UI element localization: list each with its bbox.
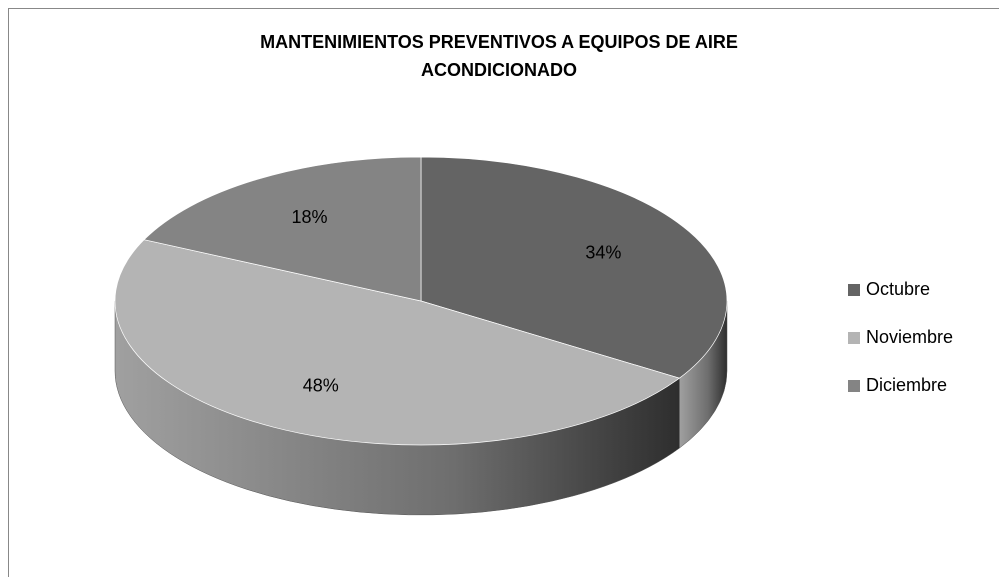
pie-slice [420, 156, 728, 379]
pie-slice [143, 156, 422, 302]
data-label: 48% [303, 376, 339, 396]
legend-swatch [848, 332, 860, 344]
chart-border [8, 8, 999, 577]
legend-label: Diciembre [866, 375, 947, 395]
data-label: 18% [291, 207, 327, 227]
legend-label: Octubre [866, 279, 930, 299]
legend-label: Noviembre [866, 327, 953, 347]
legend-swatch [848, 284, 860, 296]
data-label: 34% [585, 243, 621, 263]
chart-title: MANTENIMIENTOS PREVENTIVOS A EQUIPOS DE … [260, 32, 738, 80]
legend-swatch [848, 380, 860, 392]
pie-slice [114, 239, 681, 446]
